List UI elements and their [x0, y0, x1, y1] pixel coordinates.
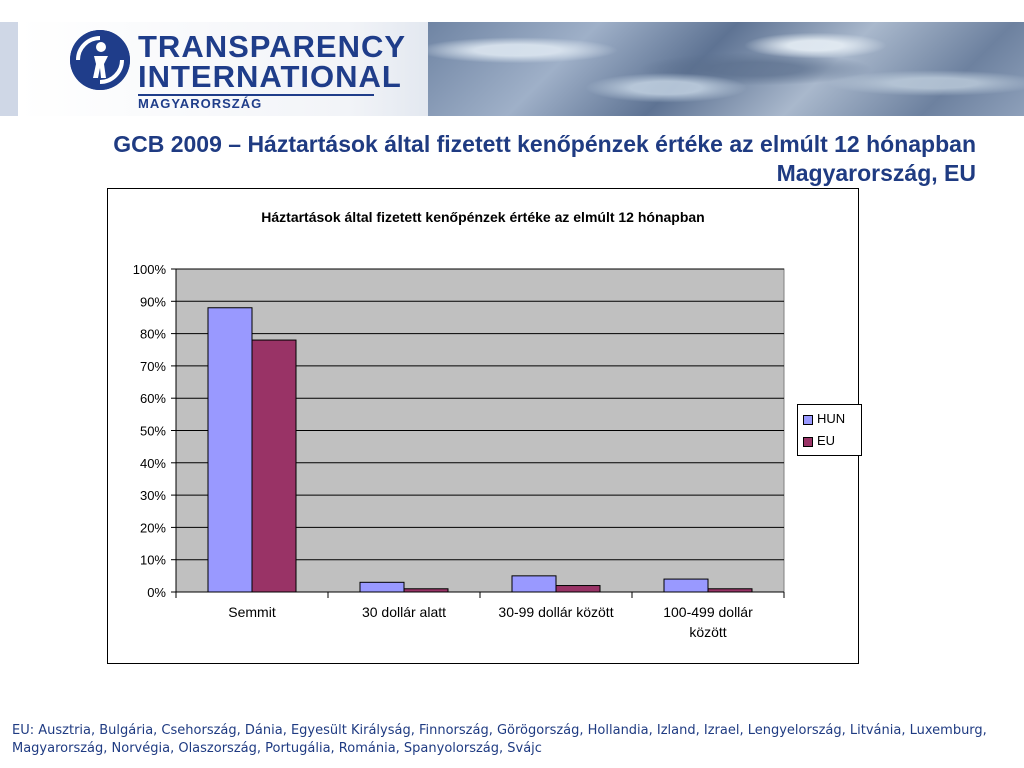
y-tick-label: 40%: [140, 456, 166, 471]
chart-title: Háztartások által fizetett kenőpénzek ér…: [261, 209, 705, 225]
y-tick-label: 0%: [147, 585, 166, 600]
banner-left-strip: [0, 22, 18, 116]
bar-chart: 0% 10% 20% 30% 40% 50% 60% 70% 80% 90% 100% Semmit 3…: [133, 262, 785, 640]
footnote-eu-countries: EU: Ausztria, Bulgária, Csehország, Dáni…: [12, 723, 987, 756]
y-tick-label: 80%: [140, 327, 166, 342]
bar-eu-0: [251, 339, 297, 593]
bar-eu-2: [555, 585, 601, 593]
legend-label-hun: HUN: [817, 411, 846, 426]
chart-frame: Háztartások által fizetett kenőpénzek ér…: [107, 188, 862, 664]
x-tick-label: Semmit: [228, 604, 276, 620]
y-tick-label: 30%: [140, 488, 166, 503]
y-tick-label: 100%: [133, 262, 167, 277]
legend-swatch-hun: [803, 414, 813, 425]
logo-text-country: MAGYARORSZÁG: [138, 96, 263, 111]
bar-eu-3: [707, 588, 753, 593]
ti-logo-icon: [70, 30, 130, 90]
x-tick-label: 30-99 dollár között: [498, 604, 613, 620]
bar-eu-1: [403, 588, 449, 593]
banner-photo: [428, 22, 1024, 116]
legend-label-eu: EU: [817, 433, 836, 448]
y-tick-label: 20%: [140, 520, 166, 535]
y-tick-label: 90%: [140, 294, 166, 309]
logo-text-international: INTERNATIONAL: [138, 59, 402, 94]
bar-hun-1: [359, 581, 405, 593]
y-tick-label: 70%: [140, 359, 166, 374]
y-tick-label: 10%: [140, 553, 166, 568]
x-tick-label: 100-499 dollár: [663, 604, 753, 620]
legend-swatch-eu: [803, 436, 813, 447]
legend-item-hun: HUN: [803, 411, 845, 426]
x-tick-label: között: [689, 624, 726, 640]
y-tick-label: 50%: [140, 424, 166, 439]
bar-hun-2: [511, 575, 557, 593]
bar-hun-3: [663, 578, 709, 593]
x-tick-label: 30 dollár alatt: [362, 604, 446, 620]
chart-legend: HUN EU: [797, 404, 862, 456]
y-tick-label: 60%: [140, 391, 166, 406]
bar-hun-0: [207, 307, 253, 593]
slide-title: GCB 2009 – Háztartások által fizetett ke…: [113, 131, 976, 186]
logo-divider: [138, 94, 374, 96]
legend-item-eu: EU: [803, 433, 835, 448]
logo-text-transparency: TRANSPARENCY: [138, 29, 407, 64]
